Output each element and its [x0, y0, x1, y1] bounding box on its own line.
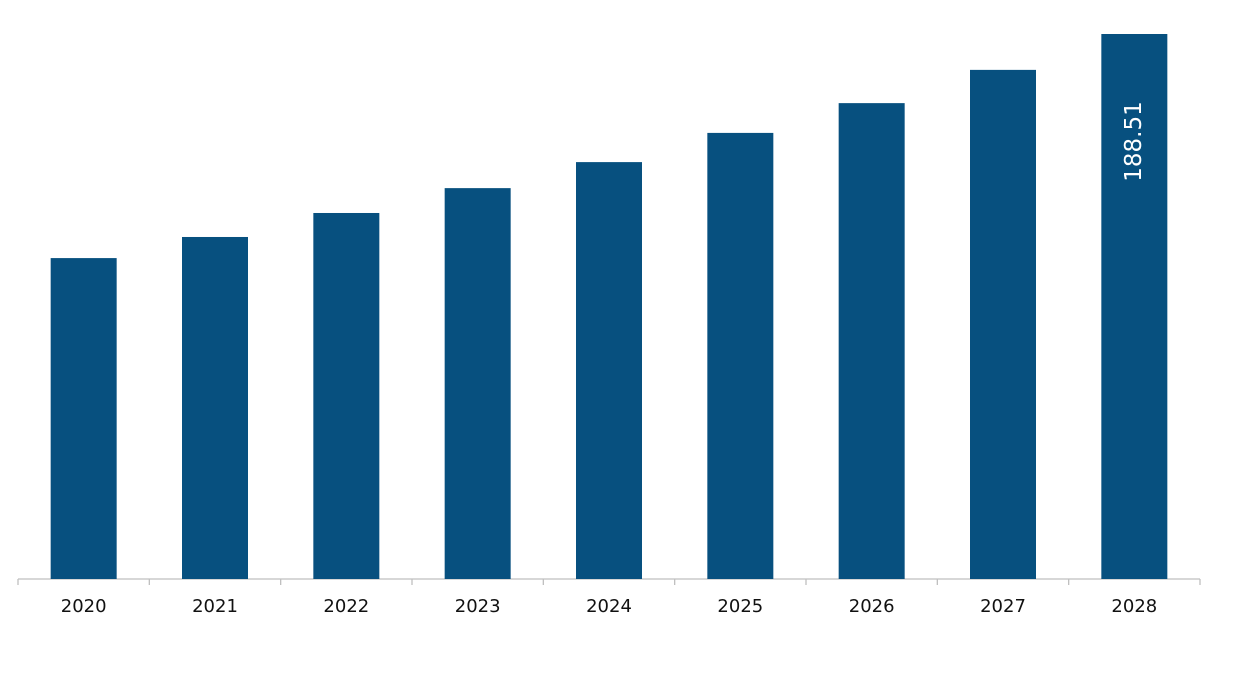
- x-tick-label: 2027: [980, 596, 1026, 617]
- x-tick-label: 2020: [61, 596, 107, 617]
- bar: [313, 212, 380, 579]
- bar: [576, 162, 642, 579]
- x-tick-label: 2021: [192, 596, 238, 617]
- bar: [707, 132, 774, 579]
- x-tick-label: 2028: [1111, 596, 1157, 617]
- bar: [970, 69, 1036, 579]
- x-tick-label: 2025: [717, 596, 763, 617]
- value-label: 188.51: [1121, 101, 1147, 181]
- bar: [838, 103, 905, 579]
- x-tick-label: 2024: [586, 596, 632, 617]
- x-tick-label: 2022: [323, 596, 369, 617]
- bar: [1101, 34, 1168, 579]
- bar: [50, 258, 117, 579]
- x-tick-label: 2023: [455, 596, 501, 617]
- bar: [444, 188, 511, 579]
- x-tick-label: 2026: [849, 596, 895, 617]
- bar: [182, 236, 248, 580]
